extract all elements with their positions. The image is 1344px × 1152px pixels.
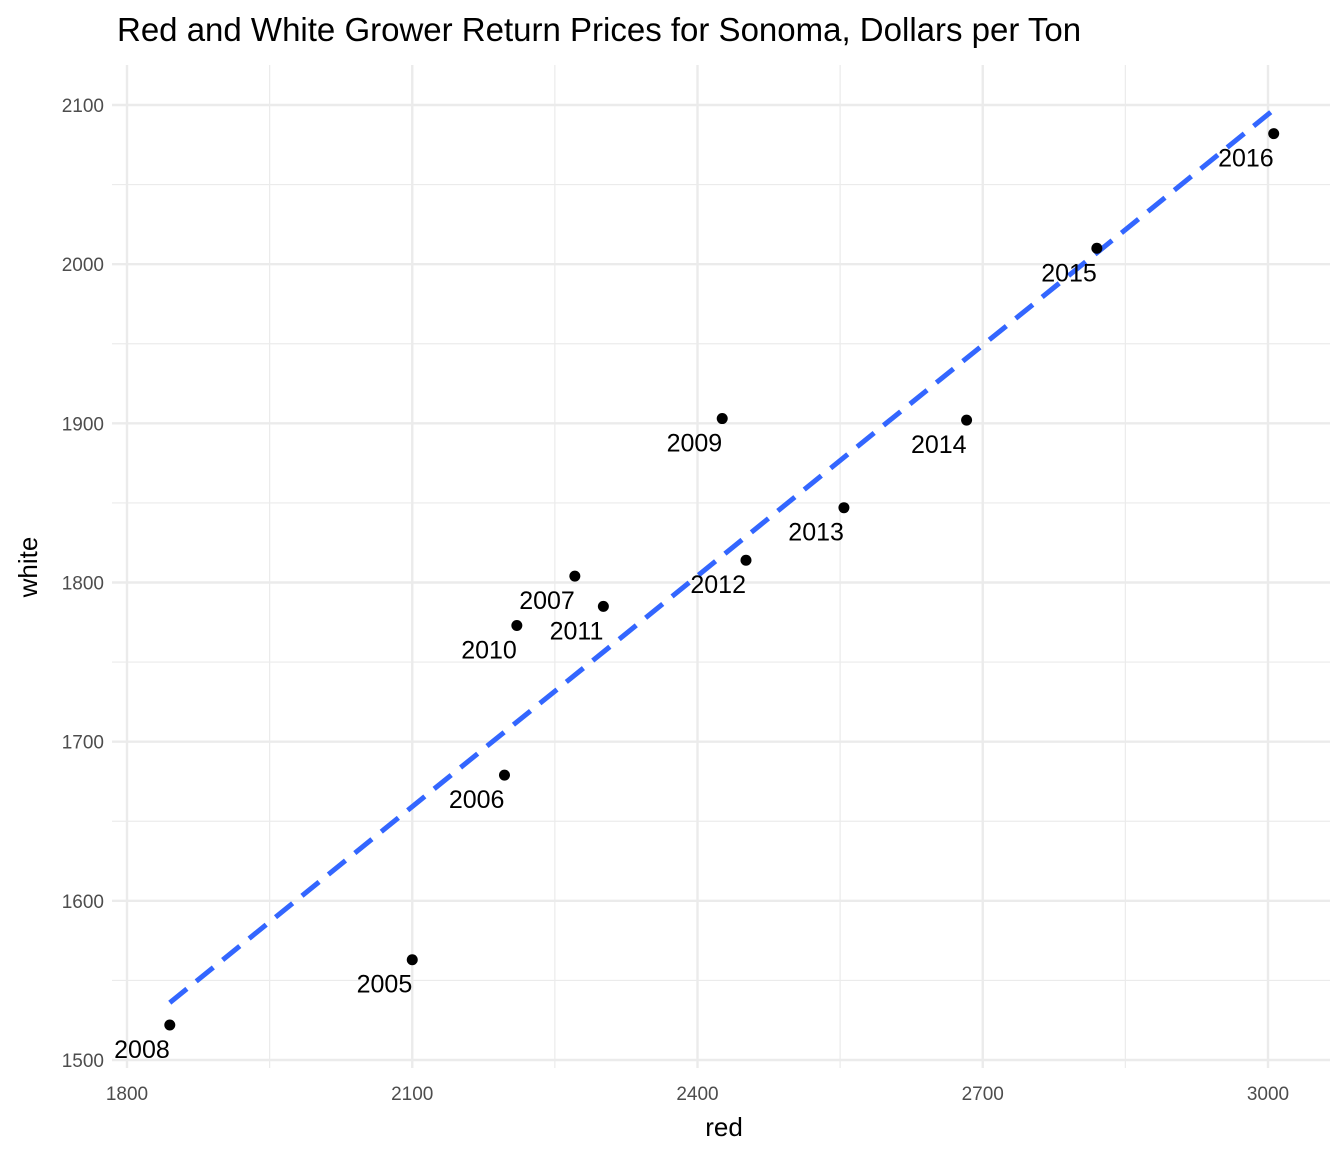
point-label-2015: 2015 <box>1041 259 1097 287</box>
data-point-2005 <box>406 954 418 966</box>
data-point-2009 <box>716 413 728 425</box>
y-tick-label: 1900 <box>62 414 104 435</box>
point-label-2007: 2007 <box>519 587 575 615</box>
chart-title: Red and White Grower Return Prices for S… <box>117 11 1081 48</box>
point-label-2010: 2010 <box>461 636 517 664</box>
data-point-2012 <box>740 554 752 566</box>
point-label-2009: 2009 <box>667 430 723 458</box>
x-tick-label: 2700 <box>962 1084 1004 1105</box>
grid-layer <box>112 65 1330 1068</box>
point-labels-layer: 2005 2006 2007 2008 2009 2010 2011 2012 2013 2014… <box>114 145 1274 1064</box>
y-tick-label: 2000 <box>62 255 104 276</box>
points-layer <box>164 128 1280 1031</box>
data-point-2014 <box>961 414 973 426</box>
point-label-2006: 2006 <box>449 786 505 814</box>
x-tick-label: 2400 <box>676 1084 718 1105</box>
data-point-2015 <box>1091 242 1103 254</box>
y-axis-title: white <box>13 537 43 599</box>
data-point-2007 <box>569 570 581 582</box>
y-tick-label: 1600 <box>62 892 104 913</box>
y-tick-label: 2100 <box>62 96 104 117</box>
data-point-2008 <box>164 1019 176 1031</box>
point-label-2012: 2012 <box>690 571 746 599</box>
data-point-2006 <box>498 769 510 781</box>
point-label-2011: 2011 <box>550 617 604 645</box>
trend-line <box>168 107 1276 1005</box>
x-axis-title: red <box>705 1112 743 1142</box>
trend-layer <box>168 107 1276 1005</box>
data-point-2013 <box>838 502 850 514</box>
point-label-2014: 2014 <box>911 431 967 459</box>
point-label-2016: 2016 <box>1218 145 1274 173</box>
point-label-2013: 2013 <box>788 519 844 547</box>
x-tick-label: 1800 <box>106 1084 148 1105</box>
y-tick-label: 1500 <box>62 1051 104 1072</box>
y-tick-label: 1800 <box>62 574 104 595</box>
x-tick-label: 3000 <box>1247 1084 1289 1105</box>
y-tick-label: 1700 <box>62 733 104 754</box>
data-point-2016 <box>1268 128 1280 140</box>
data-point-2011 <box>597 600 609 612</box>
tick-labels-layer: 1800 2100 2400 2700 3000 1500 1600 1700 1800 1900… <box>62 96 1289 1105</box>
x-tick-label: 2100 <box>391 1084 433 1105</box>
point-label-2005: 2005 <box>357 971 413 999</box>
data-point-2010 <box>511 619 523 631</box>
point-label-2008: 2008 <box>114 1036 170 1064</box>
